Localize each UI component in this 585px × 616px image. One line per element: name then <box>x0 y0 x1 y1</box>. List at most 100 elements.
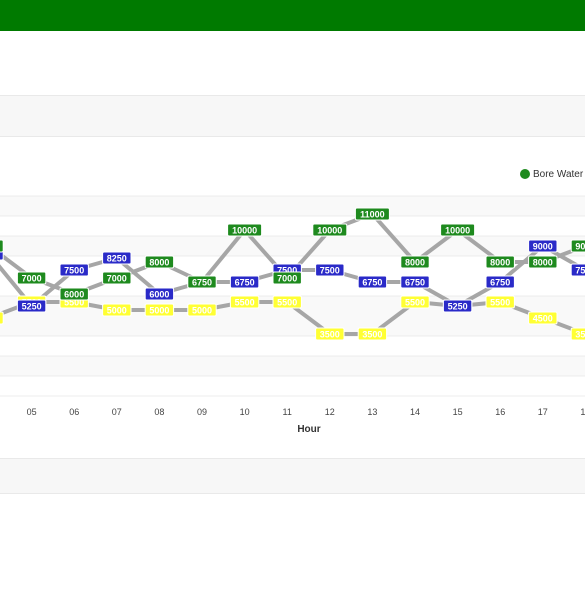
data-label: 3500 <box>315 327 345 341</box>
x-tick-label: 12 <box>325 407 335 417</box>
data-label: 8250 <box>102 251 132 265</box>
top-navigation-bar <box>0 0 585 31</box>
legend-dot-icon <box>520 169 530 179</box>
data-label-text: 5500 <box>277 297 297 307</box>
data-label-text: 7500 <box>575 265 585 275</box>
x-tick-label: 16 <box>495 407 505 417</box>
data-label-text: 4500 <box>533 313 553 323</box>
data-label: 11000 <box>354 207 390 221</box>
data-label-text: 8000 <box>405 257 425 267</box>
x-tick-label: 05 <box>27 407 37 417</box>
data-label-box <box>312 223 348 237</box>
data-label-box <box>485 255 515 269</box>
data-label-text: 9000 <box>575 241 585 251</box>
data-label-text: 7000 <box>277 273 297 283</box>
data-label: 7500 <box>315 263 345 277</box>
data-label: 5500 <box>229 295 260 309</box>
data-label: 9000 <box>0 239 4 253</box>
data-label-text: 6750 <box>192 277 212 287</box>
data-label: 8000 <box>485 255 515 269</box>
grid-band <box>0 196 585 216</box>
x-tick-label: 11 <box>283 407 292 417</box>
data-label: 6000 <box>59 287 89 301</box>
data-label: 5250 <box>16 299 47 313</box>
data-label-box <box>528 239 558 253</box>
data-label-box <box>400 295 430 309</box>
data-label: 5000 <box>102 303 132 317</box>
data-label-text: 7500 <box>320 265 340 275</box>
data-label: 4500 <box>0 311 4 325</box>
data-label-box <box>570 263 585 277</box>
data-label: 7000 <box>102 271 132 285</box>
data-label-text: 5500 <box>490 297 510 307</box>
data-label-text: 5000 <box>149 305 169 315</box>
data-label: 10000 <box>312 223 348 237</box>
data-label-text: 7500 <box>277 265 297 275</box>
data-label: 5500 <box>485 295 515 309</box>
x-tick-label: 17 <box>538 407 548 417</box>
data-label: 8000 <box>528 255 558 269</box>
x-tick-label: 15 <box>453 407 463 417</box>
data-label-box <box>400 275 430 289</box>
data-label-box <box>187 303 217 317</box>
data-label-box <box>59 287 89 301</box>
x-tick-label: 07 <box>112 407 122 417</box>
data-label-text: 7000 <box>107 273 127 283</box>
data-label: 6750 <box>357 275 388 289</box>
chart-legend[interactable]: Bore Water <box>520 167 583 181</box>
data-label-box <box>272 271 302 285</box>
data-label-box <box>485 275 515 289</box>
data-label-text: 10000 <box>232 225 257 235</box>
data-label-text: 5500 <box>64 297 84 307</box>
data-label-text: 3500 <box>362 329 382 339</box>
x-tick-label: 10 <box>240 407 250 417</box>
data-label: 5500 <box>272 295 302 309</box>
data-label-box <box>528 255 558 269</box>
grid-band <box>0 216 585 236</box>
data-label-text: 7000 <box>22 273 42 283</box>
data-label-text: 8000 <box>533 257 553 267</box>
data-label-text: 3500 <box>575 329 585 339</box>
x-axis-ticks: 040506070809101112131415161718 <box>27 407 585 417</box>
panel-footer <box>0 458 585 494</box>
x-tick-label: 08 <box>154 407 164 417</box>
data-label-text: 6750 <box>235 277 255 287</box>
data-label-box <box>102 271 132 285</box>
data-label-box <box>354 207 390 221</box>
data-label-box <box>570 239 585 253</box>
data-label: 9000 <box>570 239 585 253</box>
data-label-text: 3500 <box>320 329 340 339</box>
data-label-box <box>315 263 345 277</box>
data-label: 5000 <box>144 303 175 317</box>
data-label: 7500 <box>570 263 585 277</box>
data-label-text: 8000 <box>149 257 169 267</box>
data-label: 8000 <box>400 255 430 269</box>
data-label-box <box>440 223 476 237</box>
data-label-box <box>102 251 132 265</box>
data-label-box <box>400 255 430 269</box>
data-label-text: 5250 <box>22 301 42 311</box>
data-label-box <box>187 275 217 289</box>
data-label-text: 10000 <box>317 225 342 235</box>
chart-data-labels: 4500 5500 5500 5000 5000 5000 5500 5500 3500 3500… <box>0 207 585 341</box>
data-label-text: 6750 <box>405 277 425 287</box>
data-label: 6750 <box>187 275 217 289</box>
data-label-text: 6750 <box>362 277 382 287</box>
data-label: 10000 <box>227 223 263 237</box>
data-label: 7000 <box>272 271 302 285</box>
panel-header <box>0 95 585 137</box>
data-label: 5000 <box>187 303 217 317</box>
data-label-text: 8250 <box>107 253 127 263</box>
data-label: 4500 <box>528 311 558 325</box>
data-label-text: 9000 <box>533 241 553 251</box>
x-tick-label: 09 <box>197 407 207 417</box>
data-label: 3500 <box>570 327 585 341</box>
data-label: 5250 <box>442 299 473 313</box>
data-label-text: 8000 <box>490 257 510 267</box>
data-label-box <box>485 295 515 309</box>
data-label: 9000 <box>528 239 558 253</box>
data-label-box <box>570 327 585 341</box>
data-label-box <box>144 303 175 317</box>
grid-band <box>0 236 585 256</box>
data-label: 6750 <box>485 275 515 289</box>
